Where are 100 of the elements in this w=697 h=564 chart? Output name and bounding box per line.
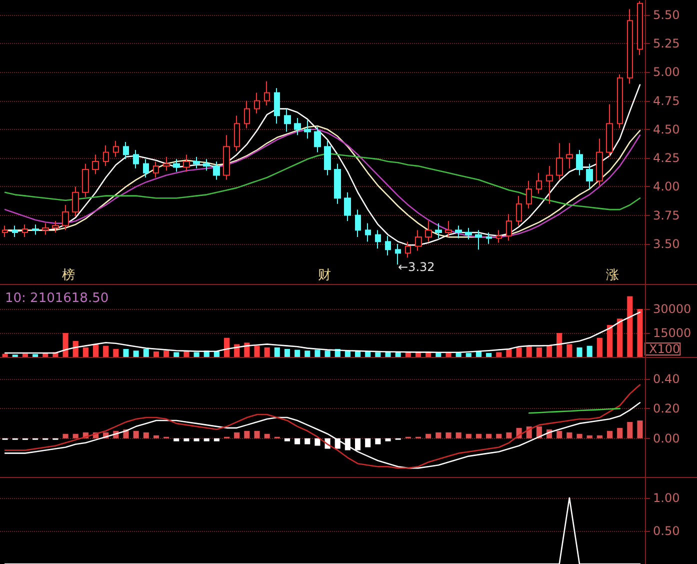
chart-title: 10: 2101618.50: [5, 291, 109, 306]
candlestick: [486, 232, 492, 244]
candlestick: [264, 80, 270, 106]
candlestick: [22, 224, 28, 238]
bar: [143, 432, 149, 438]
candlestick: [435, 222, 442, 239]
bar: [133, 350, 139, 357]
bar: [284, 438, 290, 442]
bar: [62, 434, 68, 438]
bar: [627, 422, 633, 438]
candlestick: [193, 156, 200, 169]
annotation: 涨: [606, 268, 619, 283]
candlestick: [375, 230, 381, 249]
candlestick: [506, 214, 512, 241]
candlestick: [113, 140, 119, 158]
candlestick: [324, 140, 331, 176]
candlestick: [304, 120, 311, 140]
candlestick: [294, 117, 301, 136]
candlestick: [2, 225, 8, 238]
candlestick: [72, 186, 79, 217]
candlestick: [596, 138, 603, 186]
candlestick: [314, 126, 321, 153]
candlestick: [627, 8, 633, 84]
bar: [194, 352, 200, 357]
bar: [405, 352, 411, 357]
candlestick: [213, 160, 220, 180]
bar: [355, 438, 361, 450]
bar: [153, 351, 159, 357]
candlestick: [203, 158, 210, 172]
candlestick: [576, 150, 583, 176]
bar: [184, 438, 190, 442]
bar: [314, 438, 320, 446]
candlestick: [244, 100, 250, 129]
bar: [133, 430, 139, 438]
bar: [92, 344, 99, 357]
bar: [264, 347, 270, 357]
candlestick: [365, 222, 371, 242]
bar: [254, 346, 260, 357]
candlestick: [516, 195, 522, 226]
bar: [586, 346, 592, 357]
candlestick: [637, 0, 643, 56]
candlestick: [52, 220, 59, 233]
bar: [244, 342, 250, 357]
candlestick: [103, 144, 109, 167]
bar: [375, 438, 381, 444]
bar: [32, 354, 38, 357]
y-tick-label: 0.20: [653, 402, 680, 416]
candlestick: [143, 158, 149, 178]
bar: [506, 432, 512, 438]
bar: [426, 434, 432, 438]
candlestick: [526, 180, 532, 209]
bar: [617, 318, 623, 357]
bar: [62, 333, 68, 357]
candlestick: [405, 241, 411, 258]
bar: [446, 432, 452, 438]
bar: [606, 325, 612, 357]
bar: [476, 434, 482, 438]
bar: [556, 430, 562, 438]
candlestick: [455, 225, 462, 239]
y-tick-label: 3.75: [653, 208, 680, 222]
candlestick: [536, 172, 542, 194]
candlestick: [606, 104, 613, 158]
bar: [627, 296, 633, 357]
bar: [174, 352, 180, 357]
bar: [294, 350, 300, 357]
bar: [576, 347, 582, 357]
bar: [516, 347, 522, 357]
bar: [375, 352, 381, 357]
candlestick: [496, 230, 502, 244]
bar: [204, 438, 210, 442]
bar: [506, 349, 512, 357]
bar: [72, 341, 78, 357]
bar: [436, 353, 442, 357]
bar: [194, 438, 200, 442]
candlestick: [355, 209, 361, 238]
line-series: [4, 312, 641, 354]
annotation: ←3.32: [398, 260, 435, 274]
y-tick-label: 4.25: [653, 151, 680, 166]
candlestick: [586, 163, 593, 190]
candlestick: [62, 204, 69, 231]
bar: [214, 438, 220, 442]
candlestick: [92, 154, 99, 175]
bar: [586, 435, 592, 438]
candlestick: [566, 142, 573, 169]
bar: [264, 434, 270, 438]
candlestick: [465, 227, 472, 240]
y-tick-label: 0.00: [653, 431, 680, 446]
y-axis-title: X100: [649, 342, 680, 356]
bar: [436, 432, 442, 438]
bar: [103, 346, 109, 357]
bar: [606, 430, 612, 438]
bar: [456, 353, 462, 357]
candlestick: [133, 150, 139, 169]
bar: [486, 353, 492, 357]
bar: [294, 438, 300, 444]
y-tick-label: 15000: [653, 326, 692, 340]
bar: [355, 351, 361, 357]
bar: [496, 352, 502, 357]
bar: [153, 435, 159, 438]
line-series: [4, 384, 641, 469]
